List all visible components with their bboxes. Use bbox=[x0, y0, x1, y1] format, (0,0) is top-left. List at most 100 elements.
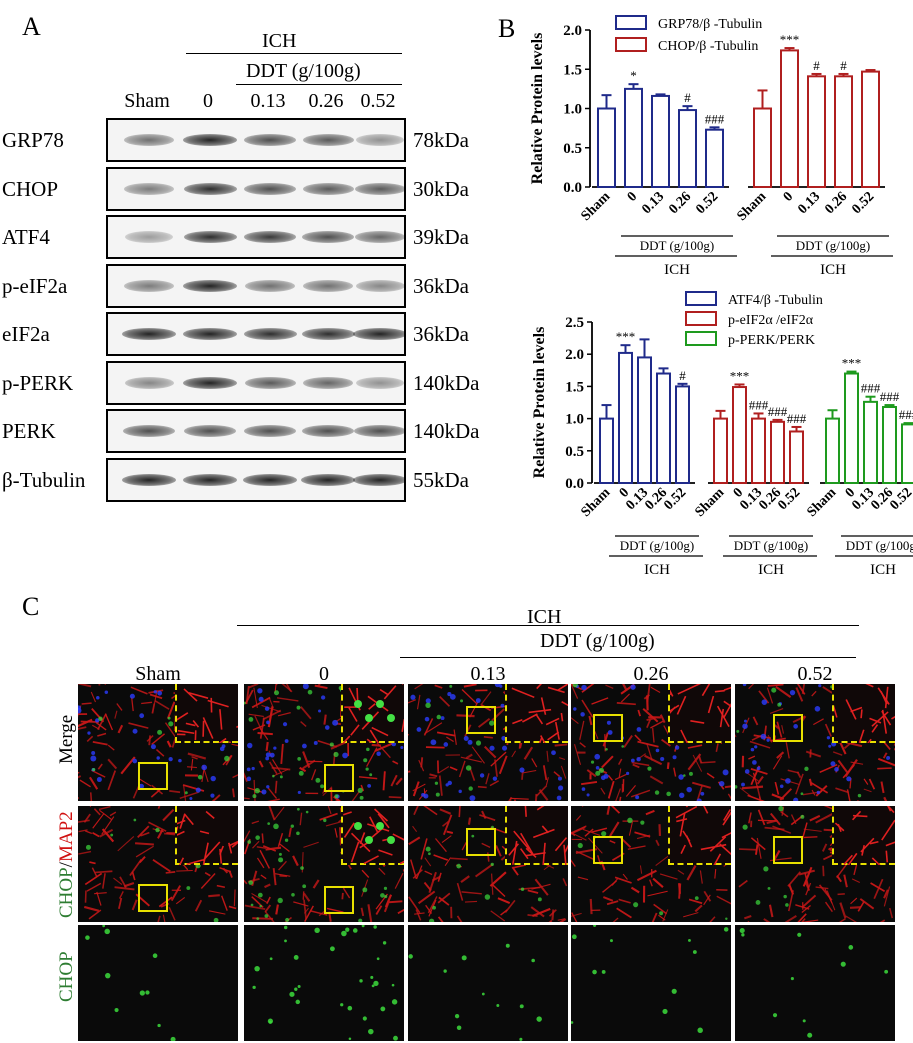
chop-signal bbox=[302, 884, 307, 889]
chop-signal bbox=[382, 941, 387, 945]
ich-label: ICH bbox=[870, 562, 896, 578]
inset-fiber bbox=[343, 735, 351, 743]
bar bbox=[599, 417, 614, 485]
chop-signal bbox=[520, 887, 525, 892]
blot-band bbox=[301, 473, 355, 486]
map2-fiber bbox=[784, 915, 797, 922]
map2-fiber bbox=[94, 892, 107, 895]
dapi-nucleus bbox=[195, 787, 201, 793]
map2-fiber bbox=[402, 869, 404, 873]
micrograph-tile bbox=[244, 925, 404, 1041]
zoom-inset bbox=[505, 684, 568, 743]
inset-fiber bbox=[199, 830, 210, 835]
map2-fiber bbox=[798, 869, 816, 876]
map2-fiber bbox=[571, 859, 576, 867]
dapi-nucleus bbox=[458, 789, 462, 794]
chop-signal bbox=[683, 774, 686, 777]
dapi-nucleus bbox=[630, 758, 635, 763]
map2-fiber bbox=[293, 901, 309, 907]
map2-fiber bbox=[571, 826, 586, 835]
chop-signal bbox=[329, 946, 335, 952]
inset-chop-cell bbox=[376, 822, 384, 830]
map2-fiber bbox=[530, 906, 545, 918]
y-tick-label: 0.0 bbox=[565, 476, 584, 492]
inset-fiber bbox=[525, 847, 537, 858]
map2-fiber bbox=[811, 690, 817, 697]
chop-signal bbox=[358, 918, 363, 922]
blot-band bbox=[183, 231, 237, 243]
map2-fiber bbox=[822, 865, 825, 877]
bar bbox=[637, 356, 652, 484]
map2-fiber bbox=[78, 829, 88, 833]
panel-b-label: B bbox=[498, 14, 516, 43]
map2-fiber bbox=[694, 904, 703, 913]
chop-signal bbox=[105, 972, 111, 979]
chop-signal bbox=[800, 792, 804, 796]
map2-fiber bbox=[601, 755, 614, 769]
dapi-nucleus bbox=[376, 751, 381, 756]
ddt-label: DDT (g/100g) bbox=[846, 538, 913, 553]
chop-signal bbox=[531, 958, 535, 963]
map2-fiber bbox=[738, 848, 757, 851]
map2-fiber bbox=[477, 785, 487, 789]
map2-fiber bbox=[615, 788, 621, 801]
blot-mw-label: 39kDa bbox=[413, 225, 469, 249]
map2-fiber bbox=[606, 900, 619, 906]
map2-fiber bbox=[651, 728, 655, 743]
map2-fiber bbox=[469, 701, 479, 718]
map2-fiber bbox=[367, 904, 373, 922]
chop-signal bbox=[267, 1018, 273, 1024]
map2-fiber bbox=[341, 892, 344, 900]
map2-fiber bbox=[637, 709, 642, 717]
chop-signal bbox=[800, 814, 805, 819]
map2-fiber bbox=[148, 735, 152, 746]
legend-swatch bbox=[685, 331, 717, 346]
map2-fiber bbox=[244, 689, 254, 705]
map2-fiber bbox=[772, 755, 783, 770]
chop-signal bbox=[333, 751, 339, 758]
chop-signal bbox=[380, 893, 385, 898]
inset-fiber bbox=[363, 855, 379, 865]
map2-fiber bbox=[749, 740, 771, 749]
dapi-nucleus bbox=[266, 720, 270, 725]
inset-fiber bbox=[528, 708, 552, 714]
inset-fiber bbox=[536, 806, 545, 811]
inset-fiber bbox=[348, 707, 358, 722]
map2-fiber bbox=[86, 735, 94, 743]
map2-fiber bbox=[78, 718, 93, 728]
chop-signal bbox=[468, 786, 473, 791]
category-label: 0.26 bbox=[666, 189, 694, 217]
map2-fiber bbox=[870, 882, 886, 893]
map2-fiber bbox=[752, 716, 759, 726]
chop-signal bbox=[449, 684, 453, 688]
map2-fiber bbox=[458, 806, 461, 818]
map2-fiber bbox=[424, 722, 443, 735]
inset-fiber bbox=[541, 825, 549, 834]
inset-chop-cell bbox=[365, 714, 373, 722]
map2-fiber bbox=[815, 886, 829, 890]
map2-fiber bbox=[277, 832, 284, 848]
chop-signal bbox=[884, 969, 889, 974]
chop-signal bbox=[536, 1016, 542, 1022]
map2-fiber bbox=[495, 845, 502, 857]
map2-fiber bbox=[456, 714, 475, 718]
dapi-nucleus bbox=[779, 784, 784, 788]
category-label: 0.13 bbox=[639, 189, 667, 217]
micrograph-tile bbox=[571, 806, 731, 922]
dapi-nucleus bbox=[258, 696, 264, 702]
map2-fiber bbox=[187, 752, 207, 760]
map2-fiber bbox=[756, 775, 764, 785]
map2-fiber bbox=[278, 842, 290, 853]
chop-signal bbox=[272, 774, 275, 778]
chop-signal bbox=[250, 903, 254, 907]
inset-fiber bbox=[884, 686, 889, 709]
blot-mw-label: 30kDa bbox=[413, 176, 469, 201]
significance-mark: * bbox=[630, 68, 637, 83]
chop-signal bbox=[186, 886, 191, 890]
map2-fiber bbox=[442, 821, 449, 827]
dapi-nucleus bbox=[636, 756, 641, 762]
inset-fiber bbox=[183, 688, 198, 702]
map2-fiber bbox=[581, 684, 595, 693]
row-label-chop-map2: CHOP/MAP2 bbox=[56, 811, 78, 918]
map2-fiber bbox=[285, 684, 292, 692]
